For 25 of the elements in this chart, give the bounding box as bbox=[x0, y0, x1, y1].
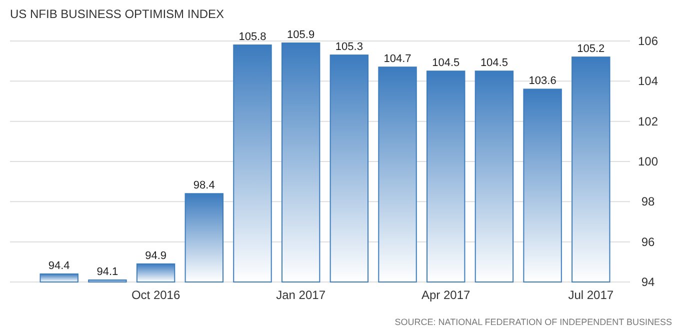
y-tick-label: 102 bbox=[638, 114, 658, 128]
data-label: 98.4 bbox=[193, 180, 215, 192]
x-tick-label: Apr 2017 bbox=[422, 288, 471, 302]
data-label: 94.1 bbox=[96, 266, 118, 278]
data-label: 104.5 bbox=[480, 57, 508, 70]
data-label: 105.2 bbox=[577, 43, 605, 56]
x-tick-label: Jul 2017 bbox=[568, 288, 614, 302]
x-tick-label: Jan 2017 bbox=[276, 288, 326, 302]
data-label: 105.8 bbox=[238, 31, 266, 44]
data-label: 104.5 bbox=[432, 57, 460, 70]
data-label: 103.6 bbox=[528, 75, 556, 88]
y-tick-label: 98 bbox=[641, 194, 655, 209]
y-tick-label: 104 bbox=[638, 74, 658, 88]
x-tick-label: Oct 2016 bbox=[131, 288, 180, 302]
y-tick-label: 94 bbox=[641, 275, 655, 289]
y-tick-label: 96 bbox=[641, 234, 655, 249]
data-label: 104.7 bbox=[384, 53, 412, 66]
chart-title: US NFIB BUSINESS OPTIMISM INDEX bbox=[10, 7, 224, 21]
source-note: SOURCE: NATIONAL FEDERATION OF INDEPENDENT BUSINESS bbox=[394, 317, 672, 327]
y-tick-label: 100 bbox=[638, 154, 658, 168]
data-label: 105.3 bbox=[335, 41, 363, 54]
data-label: 105.9 bbox=[287, 29, 315, 42]
y-tick-label: 106 bbox=[638, 34, 658, 48]
data-label: 94.4 bbox=[48, 260, 70, 272]
data-label: 94.9 bbox=[145, 250, 167, 262]
